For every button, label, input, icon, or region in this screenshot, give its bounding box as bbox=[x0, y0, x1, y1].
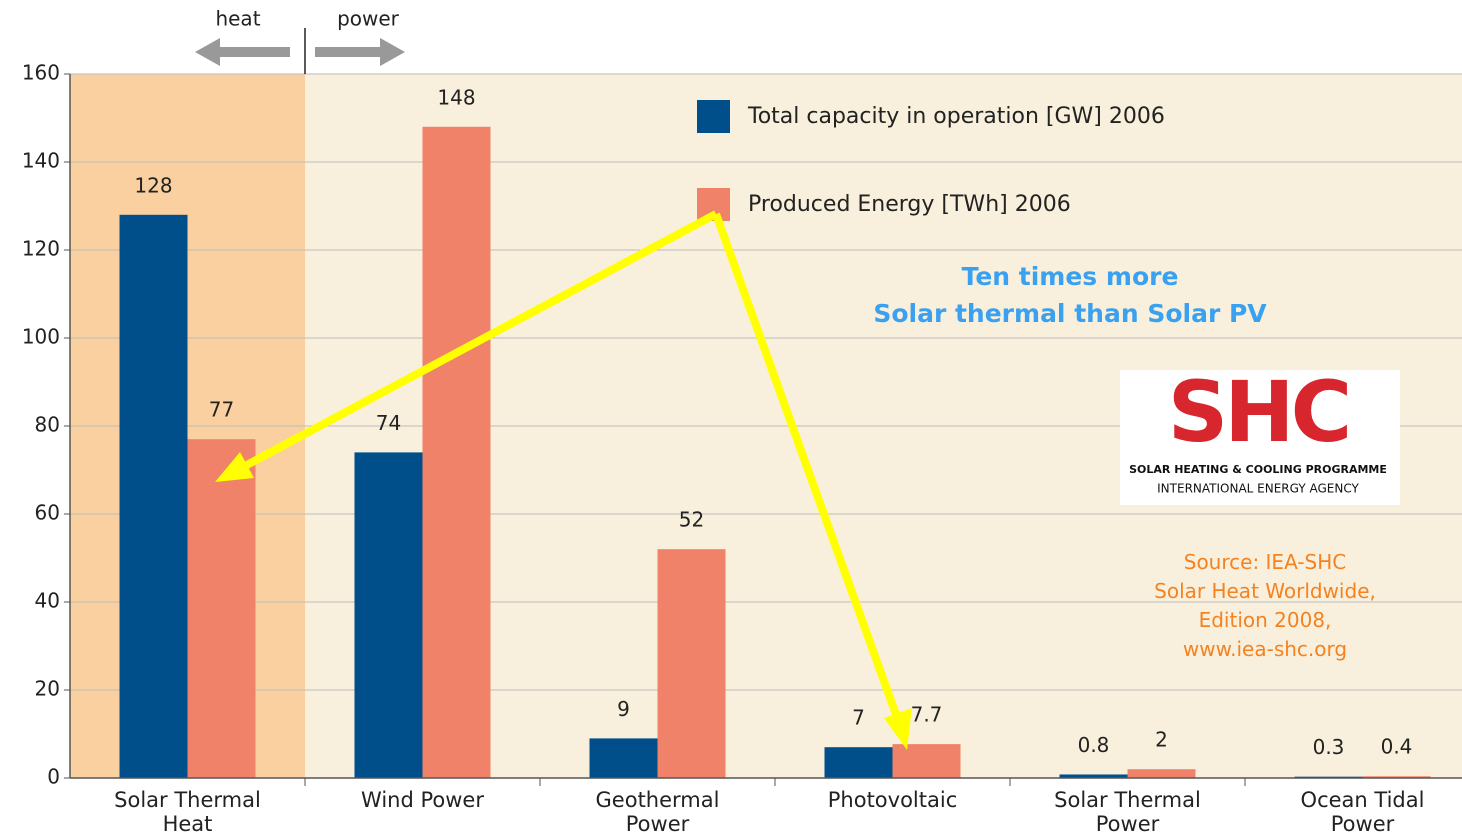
power-label: power bbox=[337, 7, 400, 31]
data-label: 7.7 bbox=[911, 703, 943, 727]
logo-mark: SHC bbox=[1168, 363, 1348, 461]
bar bbox=[657, 549, 726, 778]
power-arrow bbox=[315, 38, 405, 66]
data-label: 2 bbox=[1155, 728, 1168, 752]
y-tick-label: 60 bbox=[35, 501, 60, 525]
bar bbox=[1059, 774, 1128, 778]
y-tick-label: 160 bbox=[22, 61, 60, 85]
bar bbox=[422, 126, 491, 779]
x-tick-label: Solar Thermal Power bbox=[1054, 788, 1201, 836]
y-tick-label: 20 bbox=[35, 677, 60, 701]
heat-arrow bbox=[195, 38, 290, 66]
y-tick-label: 140 bbox=[22, 149, 60, 173]
yellow-arrows bbox=[215, 210, 912, 750]
bar bbox=[187, 439, 256, 778]
y-tick-label: 0 bbox=[47, 765, 60, 789]
bar bbox=[119, 214, 188, 779]
legend-label: Total capacity in operation [GW] 2006 bbox=[747, 104, 1165, 129]
y-tick-label: 80 bbox=[35, 413, 60, 437]
logo-background bbox=[1120, 370, 1400, 505]
arrow bbox=[712, 212, 902, 722]
x-tick-label: Geothermal Power bbox=[595, 788, 720, 836]
bar bbox=[1362, 776, 1431, 778]
logo-line: INTERNATIONAL ENERGY AGENCY bbox=[1157, 482, 1359, 496]
source: Source: IEA-SHC Solar Heat Worldwide, Ed… bbox=[1154, 550, 1376, 661]
x-tick-label: Solar Thermal Heat bbox=[114, 788, 261, 836]
bar bbox=[824, 747, 893, 778]
bar bbox=[589, 738, 658, 778]
bar bbox=[892, 744, 961, 778]
logo-line: SOLAR HEATING & COOLING PROGRAMME bbox=[1129, 463, 1387, 476]
arrow bbox=[243, 210, 718, 470]
data-label: 0.4 bbox=[1381, 735, 1413, 759]
data-label: 0.8 bbox=[1078, 733, 1110, 757]
x-tick-label: Photovoltaic bbox=[827, 788, 958, 812]
data-label: 0.3 bbox=[1313, 735, 1345, 759]
logo: SHC SOLAR HEATING & COOLING PROGRAMME IN… bbox=[1120, 363, 1400, 505]
data-label: 148 bbox=[437, 85, 475, 109]
y-tick-label: 120 bbox=[22, 237, 60, 261]
data-label: 52 bbox=[679, 508, 704, 532]
y-tick-label: 100 bbox=[22, 325, 60, 349]
legend-label: Produced Energy [TWh] 2006 bbox=[748, 192, 1071, 217]
legend-swatch bbox=[697, 100, 730, 133]
data-label: 9 bbox=[617, 697, 630, 721]
data-label: 74 bbox=[376, 411, 401, 435]
arrowhead bbox=[884, 708, 912, 750]
x-tick-label: Ocean Tidal Power bbox=[1300, 788, 1425, 836]
y-tick-label: 40 bbox=[35, 589, 60, 613]
data-label: 77 bbox=[209, 398, 234, 422]
data-label: 128 bbox=[134, 173, 172, 197]
arrowhead bbox=[215, 452, 254, 482]
bar bbox=[354, 452, 423, 778]
bar bbox=[1127, 769, 1196, 778]
data-label: 7 bbox=[852, 706, 865, 730]
heat-label: heat bbox=[215, 7, 260, 31]
x-tick-label: Wind Power bbox=[361, 788, 484, 812]
highlight: Ten times more Solar thermal than Solar … bbox=[873, 262, 1267, 328]
